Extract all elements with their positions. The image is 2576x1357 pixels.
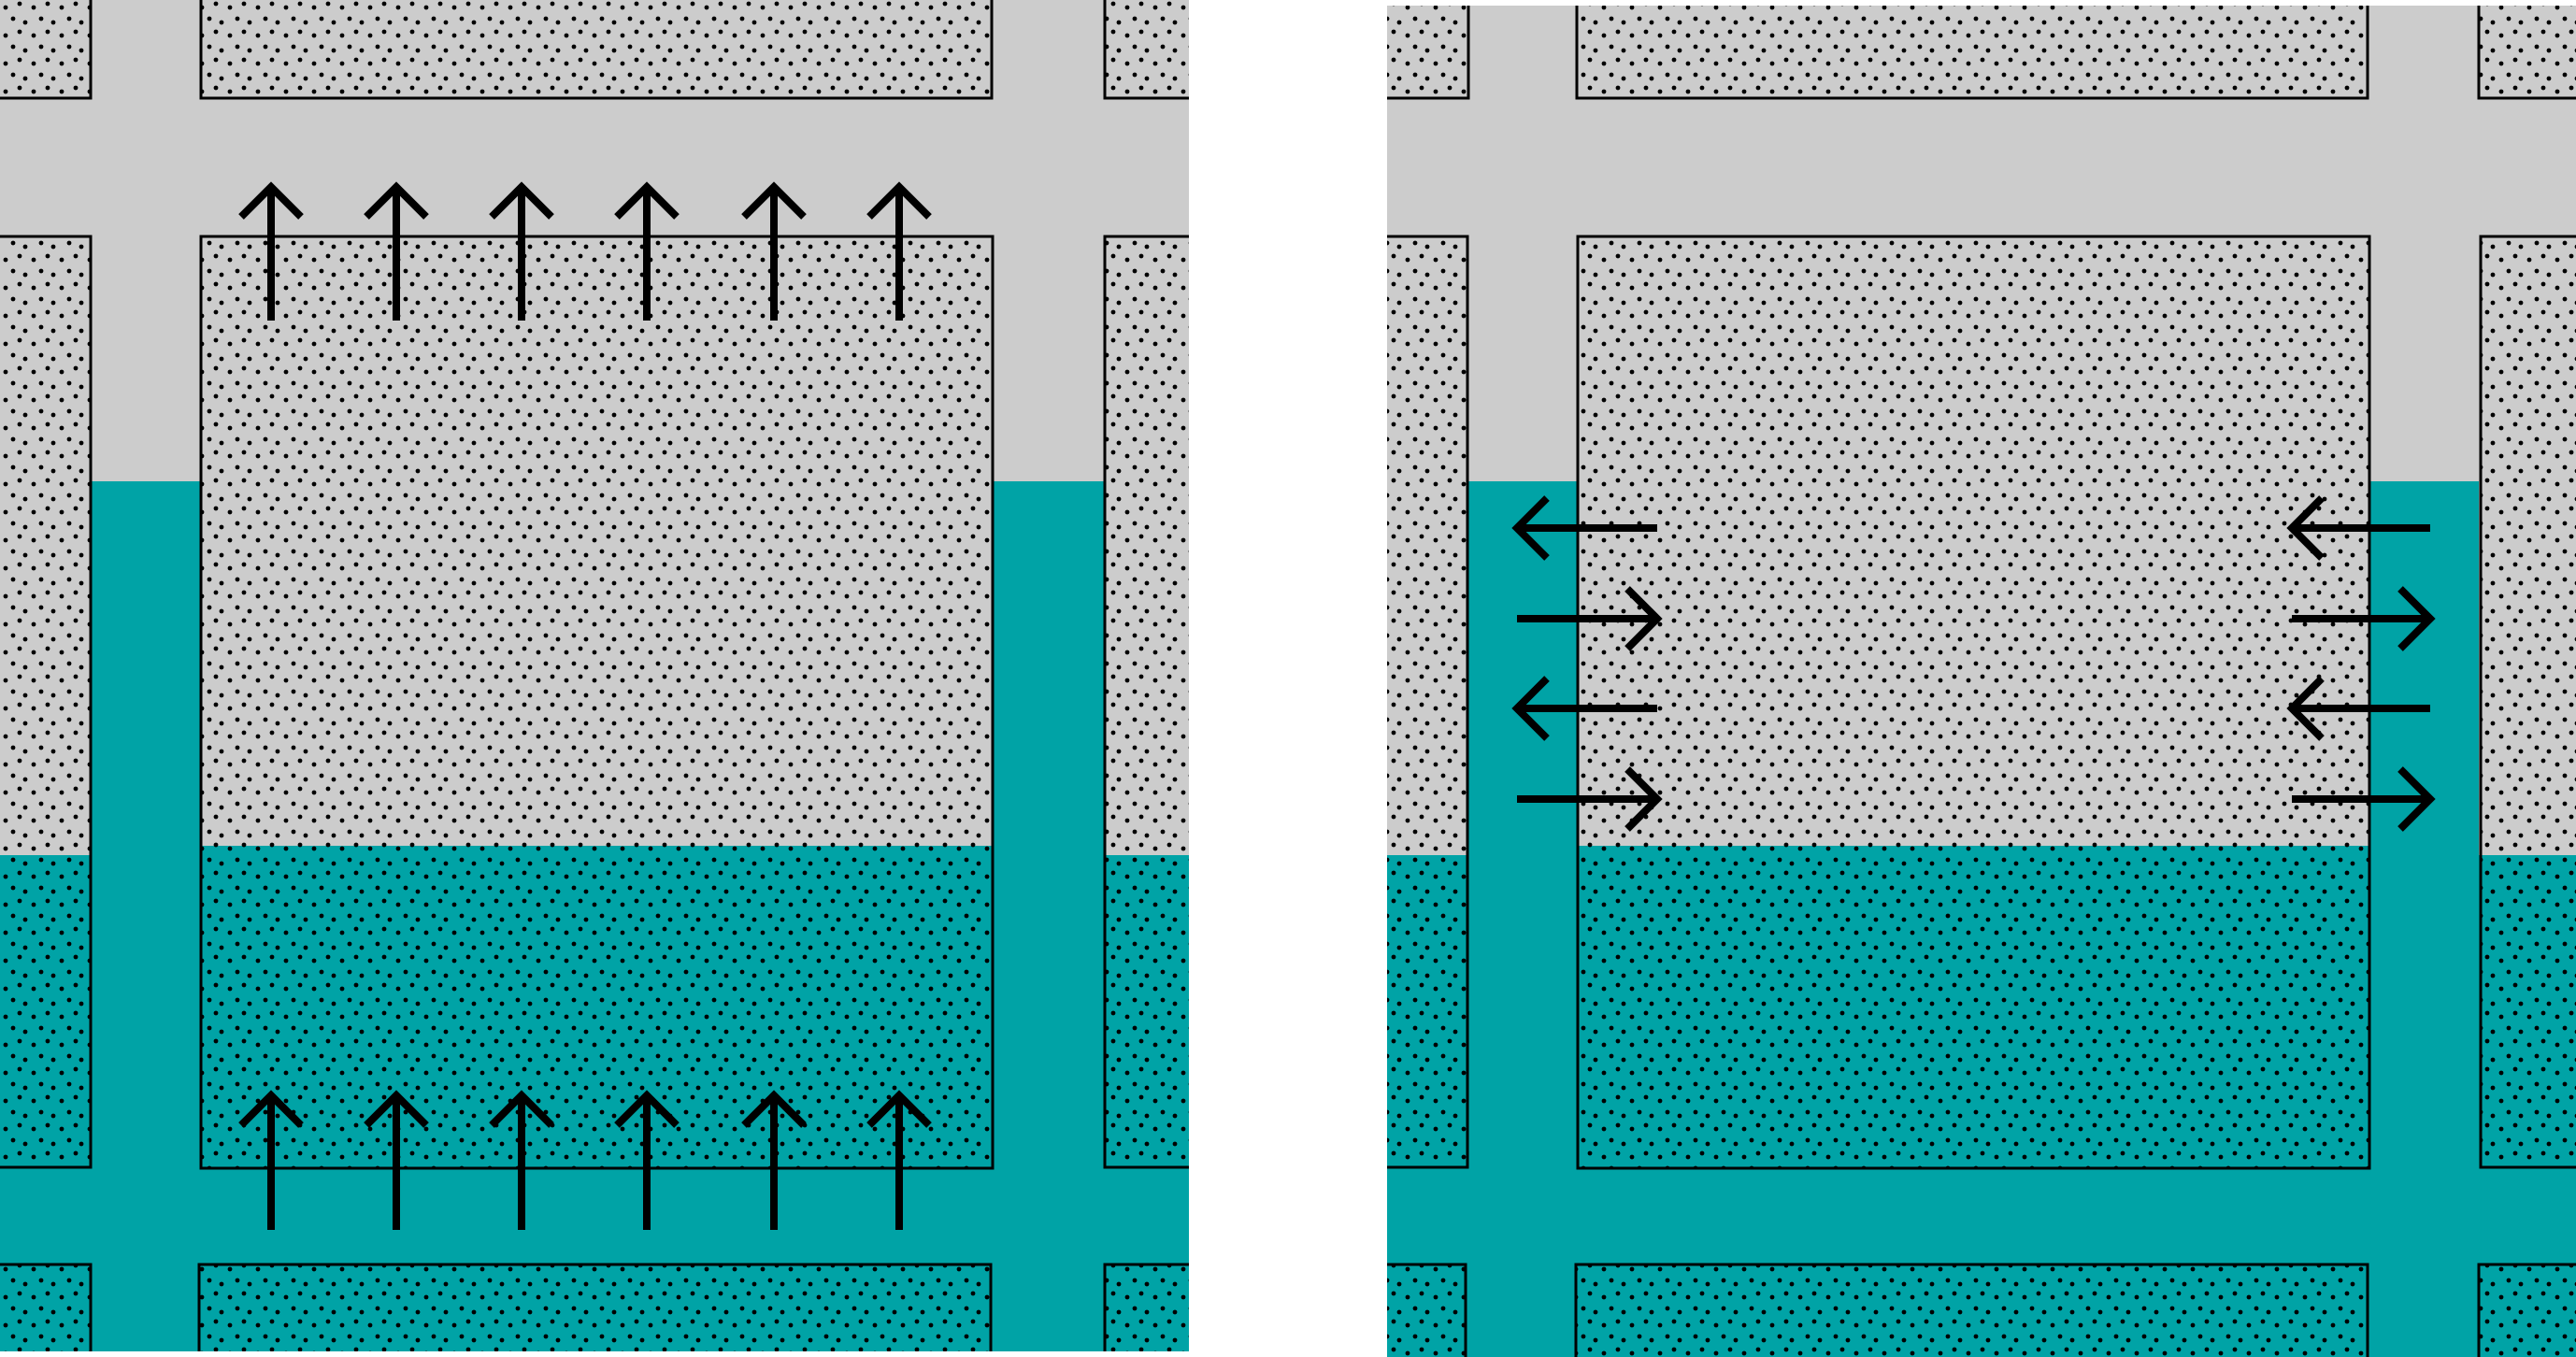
up-arrow-top-4 [614, 181, 680, 321]
up-arrow-top-1 [238, 181, 304, 321]
up-arrow-bottom-3 [489, 1090, 554, 1230]
right-side-grains [1387, 6, 1470, 1357]
right-arrow-left-side-2 [1517, 586, 1663, 651]
left-panel [0, 0, 1189, 1351]
up-arrow-bottom-6 [866, 1090, 932, 1230]
right-panel [1387, 6, 2576, 1357]
up-arrow-top-5 [741, 181, 807, 321]
left-right-grains [1103, 0, 1189, 1351]
up-arrow-bottom-5 [741, 1090, 807, 1230]
left-arrow-right-side-3 [2286, 676, 2430, 741]
left-central-grain [199, 235, 995, 1170]
left-arrow-right-side-1 [2286, 495, 2430, 561]
up-arrow-bottom-1 [238, 1090, 304, 1230]
right-arrow-right-side-2 [2292, 586, 2436, 651]
right-arrows [1511, 495, 2436, 832]
up-arrow-top-6 [866, 181, 932, 321]
left-side-grains [0, 0, 93, 1351]
left-arrows [238, 181, 932, 1230]
right-right-grains [2477, 6, 2576, 1357]
up-arrow-bottom-4 [614, 1090, 680, 1230]
up-arrow-bottom-2 [364, 1090, 429, 1230]
up-arrow-top-2 [364, 181, 429, 321]
left-arrow-left-side-1 [1511, 495, 1657, 561]
right-arrow-right-side-4 [2292, 766, 2436, 832]
up-arrow-top-3 [489, 181, 554, 321]
right-central-grain [1576, 235, 2371, 1170]
right-arrow-left-side-4 [1517, 766, 1663, 832]
left-arrow-left-side-3 [1511, 676, 1657, 741]
